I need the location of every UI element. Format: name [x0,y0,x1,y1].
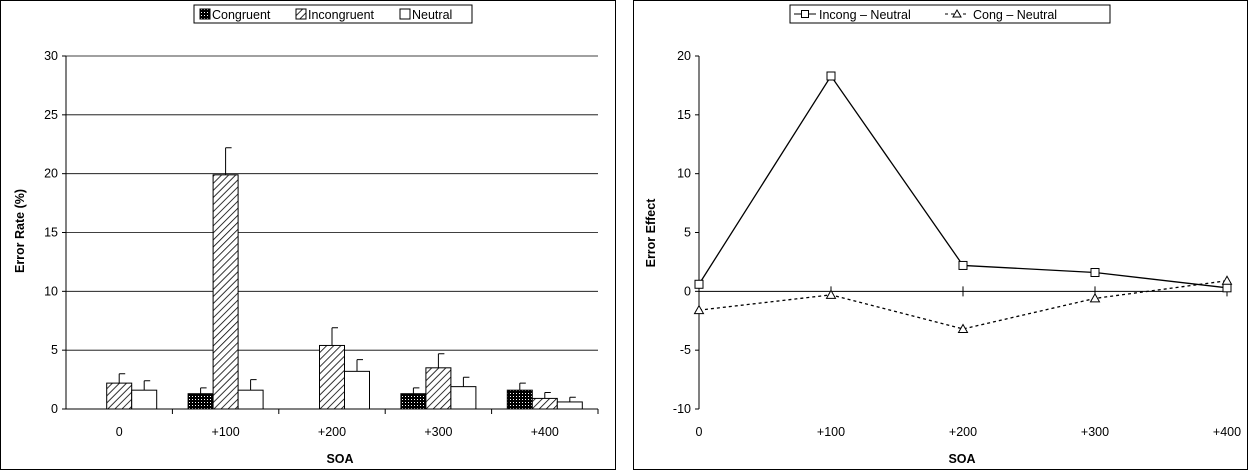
x-tick-label: +100 [212,425,240,439]
y-tick-label: -10 [673,402,691,416]
error-bar [569,396,576,402]
axes [62,55,599,414]
legend-swatch-incongruent [295,8,307,20]
error-bar [118,373,126,384]
point-square [958,260,968,270]
bar-neutral [131,389,158,410]
gridlines [66,55,598,351]
bar-incongruent [106,382,133,410]
point-square [826,71,836,81]
point-triangle [825,289,837,299]
x-tick-label: +300 [1081,425,1109,439]
x-tick-label: +400 [531,425,559,439]
chart-frame [633,0,1248,470]
y-tick-label: 5 [684,226,691,240]
bars [106,147,583,410]
legend-box [789,4,1111,24]
y-tick-label: 20 [677,49,691,63]
x-tick-label: +300 [424,425,452,439]
error-bar [412,387,420,394]
x-axis-title: SOA [948,452,975,466]
error-rate-bar-chart: 0 5 10 15 20 25 30 0 +100 +200 +300 +400 SOA Error… [0,0,616,470]
y-tick-label: 25 [44,108,58,122]
point-triangle [1089,292,1101,303]
x-tick-label: +200 [318,425,346,439]
error-bar [544,392,551,399]
error-bar [143,380,151,391]
x-tick-label: +400 [1213,425,1241,439]
legend: Congruent Incongruent Neutral [193,4,473,24]
x-tick-label: +200 [949,425,977,439]
error-bar [462,376,470,387]
point-square [694,279,704,289]
legend-label-congruent: Congruent [212,8,271,22]
bar-congruent [506,389,533,410]
y-tick-label: 30 [44,49,58,63]
y-tick-label: 5 [51,343,58,357]
y-tick-label: 15 [44,226,58,240]
bar-neutral [237,389,264,410]
bar-incongruent [319,344,345,410]
error-bar [437,353,445,368]
bar-incongruent [425,367,452,410]
y-tick-label: -5 [680,343,691,357]
y-tick-labels: 0 5 10 15 20 25 30 [44,49,58,416]
bar-neutral [450,386,477,410]
y-tick-label: 15 [677,108,691,122]
y-tick-label: 10 [677,167,691,181]
y-axis-title: Error Rate (%) [13,189,27,273]
error-effect-line-chart: -10 -5 0 5 10 15 20 0 +100 +200 +300 +400 SOA Erro… [633,0,1248,470]
legend-swatch-congruent [199,8,211,20]
bar-incongruent [212,174,239,410]
error-bar [519,382,526,391]
error-bar [225,147,232,175]
x-tick-labels: 0 +100 +200 +300 +400 [116,425,559,439]
bar-neutral [556,401,583,410]
legend-triangle-icon [952,8,962,18]
y-tick-labels: -10 -5 0 5 10 15 20 [673,49,691,416]
bar-neutral [344,370,370,410]
point-square [1222,283,1232,293]
series-lines [693,71,1233,333]
error-bar [331,327,338,346]
y-tick-label: 0 [684,284,691,298]
legend-label-cong-neutral: Cong – Neutral [973,8,1057,22]
x-tick-label: 0 [696,425,703,439]
legend: Incong – Neutral Cong – Neutral [789,4,1111,24]
x-axis-title: SOA [326,452,353,466]
error-bar [250,379,257,391]
y-tick-label: 20 [44,167,58,181]
legend-label-incongruent: Incongruent [308,8,375,22]
x-tick-labels: 0 +100 +200 +300 +400 [696,425,1242,439]
x-tick-label: +100 [817,425,845,439]
legend-swatch-neutral [399,8,411,20]
point-triangle [1221,275,1233,285]
legend-label-neutral: Neutral [412,8,452,22]
x-tick-label: 0 [116,425,123,439]
y-axis-title: Error Effect [644,198,658,268]
legend-label-incong-neutral: Incong – Neutral [819,8,911,22]
y-tick-label: 10 [44,284,58,298]
bar-congruent [400,393,427,410]
bar-incongruent [531,397,558,410]
bar-congruent [187,393,214,410]
point-square [1090,268,1100,278]
point-triangle [693,304,705,315]
error-bar [200,387,207,394]
error-bar [356,359,363,372]
legend-square-icon [801,10,809,18]
y-tick-label: 0 [51,402,58,416]
point-triangle [957,323,969,333]
